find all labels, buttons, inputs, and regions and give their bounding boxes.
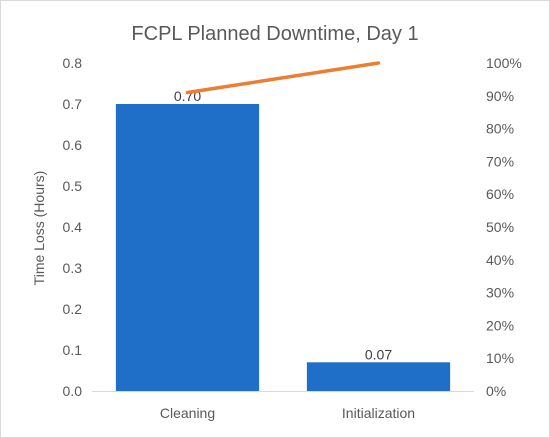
y2-tick-label: 50% xyxy=(486,219,514,235)
chart-title: FCPL Planned Downtime, Day 1 xyxy=(131,23,418,45)
y-tick-label: 0.5 xyxy=(63,178,83,194)
y-tick-label: 0.0 xyxy=(63,383,83,399)
y2-tick-label: 10% xyxy=(486,350,514,366)
y-tick-label: 0.6 xyxy=(63,137,83,153)
bar-cleaning xyxy=(115,104,260,391)
y2-tick-label: 0% xyxy=(486,383,506,399)
y-tick-label: 0.4 xyxy=(63,219,83,235)
y-tick-label: 0.7 xyxy=(63,96,83,112)
y-tick-label: 0.2 xyxy=(63,301,83,317)
y2-tick-label: 40% xyxy=(486,252,514,268)
y-axis-title: Time Loss (Hours) xyxy=(31,171,47,286)
plot-area: 0.0 0.1 0.2 0.3 0.4 0.5 0.6 0.7 0.8 0% 10% 20% 30% 40… xyxy=(63,55,522,421)
x-tick-label: Initialization xyxy=(342,405,415,421)
y2-tick-label: 30% xyxy=(486,285,514,301)
x-tick-label: Cleaning xyxy=(160,405,215,421)
y2-tick-label: 80% xyxy=(486,121,514,137)
cumulative-line xyxy=(185,61,381,95)
y2-tick-label: 20% xyxy=(486,317,514,333)
bar-initialization xyxy=(306,362,451,391)
y-tick-label: 0.1 xyxy=(63,342,83,358)
y-tick-label: 0.3 xyxy=(63,260,83,276)
y2-tick-label: 90% xyxy=(486,88,514,104)
y2-tick-label: 100% xyxy=(486,55,522,71)
y2-tick-label: 70% xyxy=(486,153,514,169)
y2-tick-label: 60% xyxy=(486,186,514,202)
data-label: 0.07 xyxy=(365,346,392,362)
y-tick-label: 0.8 xyxy=(63,55,83,71)
